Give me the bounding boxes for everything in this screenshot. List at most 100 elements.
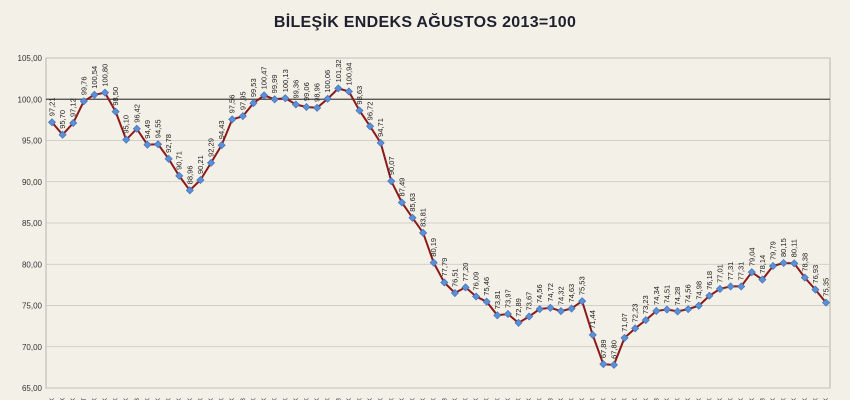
data-point bbox=[726, 282, 735, 291]
data-point bbox=[493, 311, 502, 320]
data-label: 90,71 bbox=[175, 151, 184, 170]
data-label: 79,04 bbox=[747, 247, 756, 266]
x-tick-label: ĞK bbox=[166, 398, 173, 400]
data-point bbox=[673, 307, 682, 316]
x-tick-label: ĞK bbox=[229, 398, 236, 400]
x-tick-label: ĞK bbox=[802, 398, 809, 400]
data-point bbox=[58, 130, 67, 139]
data-point bbox=[217, 141, 226, 150]
x-tick-label: ŞB bbox=[442, 398, 448, 400]
x-tick-label: ĞK bbox=[632, 398, 639, 400]
data-point bbox=[334, 84, 343, 93]
data-point bbox=[408, 213, 417, 222]
data-point bbox=[620, 333, 629, 342]
y-tick-label: 65,00 bbox=[22, 384, 43, 393]
x-tick-label: ĞK bbox=[664, 398, 671, 400]
x-tick-label: KT bbox=[82, 398, 88, 400]
data-label: 73,23 bbox=[641, 295, 650, 314]
data-label: 97,56 bbox=[228, 95, 237, 114]
chart-title: BİLEŞİK ENDEKS AĞUSTOS 2013=100 bbox=[273, 14, 577, 31]
data-label: 98,96 bbox=[313, 83, 322, 102]
data-point bbox=[143, 140, 152, 149]
x-tick-label: ĞK bbox=[706, 398, 713, 400]
x-tick-label: ĞK bbox=[197, 398, 204, 400]
x-tick-label: ĞK bbox=[219, 398, 226, 400]
data-point bbox=[440, 278, 449, 287]
x-tick-label: ĞK bbox=[494, 398, 501, 400]
data-point bbox=[429, 258, 438, 267]
data-point bbox=[588, 330, 597, 339]
data-label: 75,46 bbox=[482, 277, 491, 296]
x-tick-label: ĞK bbox=[473, 398, 480, 400]
x-tick-label: ĞK bbox=[272, 398, 279, 400]
data-point bbox=[641, 316, 650, 325]
x-tick-label: ĞK bbox=[600, 398, 607, 400]
data-point bbox=[450, 289, 459, 298]
data-label: 96,42 bbox=[132, 104, 141, 123]
y-tick-label: 85,00 bbox=[22, 219, 43, 228]
x-tick-label: ĞK bbox=[770, 398, 777, 400]
data-label: 87,49 bbox=[397, 178, 406, 197]
data-label: 95,10 bbox=[122, 115, 131, 134]
data-point bbox=[397, 198, 406, 207]
x-tick-label: ĞK bbox=[356, 398, 363, 400]
data-label: 97,21 bbox=[48, 97, 57, 116]
data-point bbox=[535, 305, 544, 314]
data-point bbox=[811, 285, 820, 294]
data-label: 88,96 bbox=[185, 166, 194, 185]
data-label: 100,06 bbox=[323, 70, 332, 93]
y-tick-label: 80,00 bbox=[22, 260, 43, 269]
data-label: 74,32 bbox=[556, 286, 565, 305]
x-tick-label: ĞK bbox=[791, 398, 798, 400]
x-tick-label: ĞK bbox=[622, 398, 629, 400]
data-label: 79,79 bbox=[768, 241, 777, 260]
data-point bbox=[525, 312, 534, 321]
data-label: 77,01 bbox=[715, 264, 724, 283]
data-point bbox=[694, 301, 703, 310]
x-tick-label: ĞK bbox=[643, 398, 650, 400]
x-tick-label: ĞK bbox=[431, 398, 438, 400]
data-label: 100,13 bbox=[281, 69, 290, 92]
data-point bbox=[790, 259, 799, 268]
data-label: 71,07 bbox=[620, 313, 629, 332]
x-tick-label: ŞB bbox=[336, 398, 342, 400]
x-tick-label: ĞK bbox=[102, 398, 109, 400]
x-tick-label: ĞK bbox=[537, 398, 544, 400]
data-label: 96,72 bbox=[366, 102, 375, 121]
data-label: 67,80 bbox=[609, 340, 618, 359]
data-point bbox=[800, 273, 809, 282]
data-label: 75,53 bbox=[578, 276, 587, 295]
data-point bbox=[228, 115, 237, 124]
data-label: 73,97 bbox=[503, 289, 512, 308]
data-point bbox=[79, 97, 88, 106]
data-point bbox=[291, 100, 300, 109]
data-point bbox=[567, 304, 576, 313]
x-tick-label: ĞK bbox=[463, 398, 470, 400]
data-label: 67,89 bbox=[599, 339, 608, 358]
data-label: 100,80 bbox=[101, 64, 110, 87]
data-label: 92,78 bbox=[164, 134, 173, 153]
x-tick-label: ŞB bbox=[135, 398, 141, 400]
x-tick-label: ŞK bbox=[114, 398, 120, 400]
data-label: 74,34 bbox=[652, 286, 661, 305]
x-tick-label: ĞK bbox=[91, 398, 98, 400]
data-point bbox=[652, 306, 661, 315]
data-label: 74,51 bbox=[662, 285, 671, 304]
data-point bbox=[366, 122, 375, 131]
data-point bbox=[684, 305, 693, 314]
data-point bbox=[503, 309, 512, 319]
data-label: 83,81 bbox=[419, 208, 428, 227]
data-point bbox=[323, 94, 332, 103]
x-tick-label: ĞK bbox=[261, 398, 268, 400]
data-point bbox=[47, 118, 57, 127]
x-tick-label: ĞK bbox=[208, 398, 215, 400]
data-label: 80,19 bbox=[429, 238, 438, 257]
x-tick-label: ĞK bbox=[526, 398, 533, 400]
data-point bbox=[302, 102, 311, 112]
data-point bbox=[90, 90, 99, 99]
data-label: 97,95 bbox=[238, 91, 247, 110]
data-label: 72,89 bbox=[514, 298, 523, 317]
x-tick-label: ĞK bbox=[558, 398, 565, 400]
data-label: 95,70 bbox=[58, 110, 67, 129]
